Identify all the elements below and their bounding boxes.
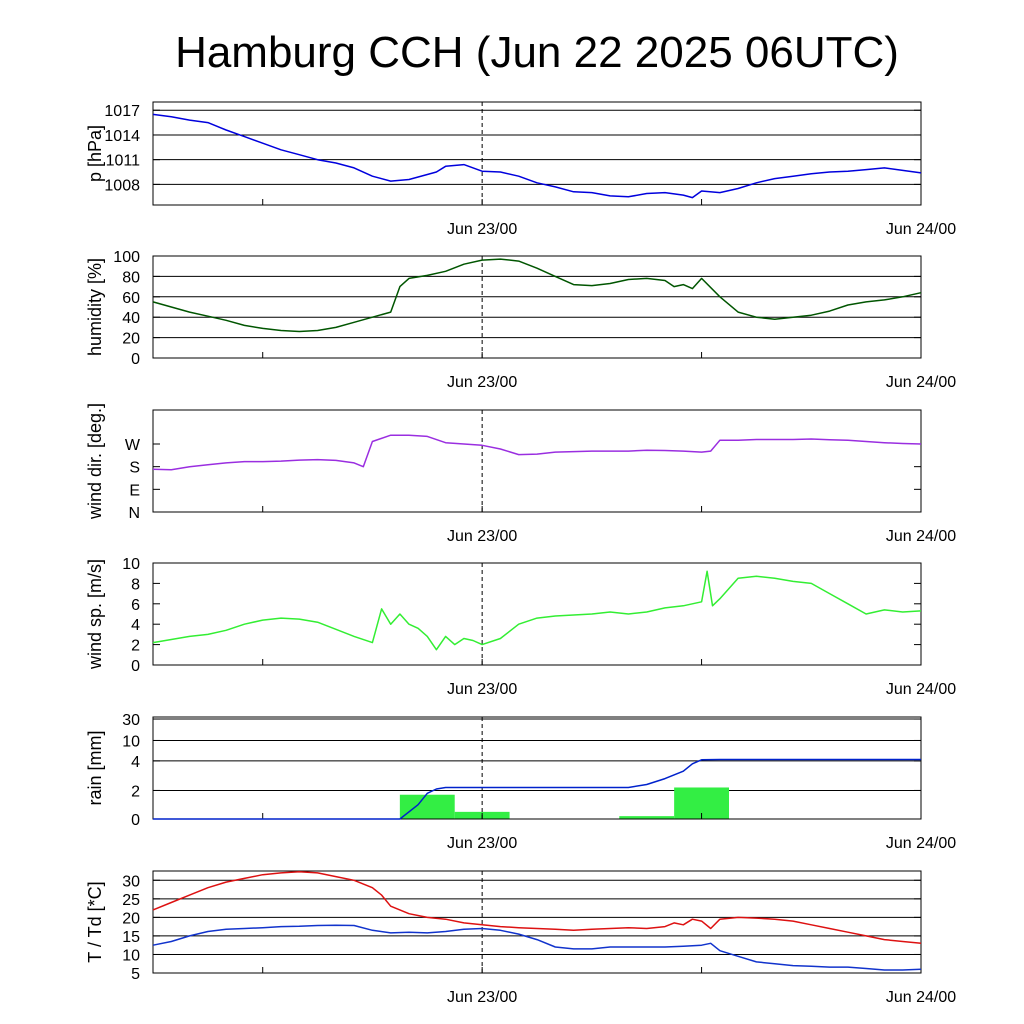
x-tick-label: Jun 24/00 xyxy=(886,681,956,698)
panel-humidity: 0 20 40 60 80 100 humidity [%] Jun 23/00 Jun 24/… xyxy=(85,249,956,391)
y-axis-label: humidity [%] xyxy=(85,258,105,356)
y-tick-label: 60 xyxy=(122,290,140,307)
series-line-temperature xyxy=(152,870,922,945)
panel-pressure: 1008 1011 1014 1017 p [hPa] Jun 23/00 Jun 24/0… xyxy=(85,101,956,238)
series-line-humidity xyxy=(152,258,922,333)
x-tick-label: Jun 23/00 xyxy=(447,528,517,545)
y-tick-label: 1011 xyxy=(106,153,141,170)
y-tick-label: 0 xyxy=(131,658,140,675)
plot-frame xyxy=(152,101,922,206)
y-tick-label: 30 xyxy=(122,712,140,729)
plot-frame xyxy=(152,870,922,974)
rain-bar xyxy=(399,794,455,819)
y-axis-label: p [hPa] xyxy=(85,125,105,182)
y-tick-label: 0 xyxy=(131,351,140,368)
y-axis-label: wind dir. [deg.] xyxy=(85,403,105,520)
panel-wind_speed: 0 2 4 6 8 10 wind sp. [m/s] Jun 23/00 Jun 24/00 xyxy=(85,556,956,698)
y-tick-label: 2 xyxy=(131,783,140,800)
y-tick-label: 20 xyxy=(122,910,140,927)
y-tick-label: 30 xyxy=(122,873,140,890)
y-tick-label: 1008 xyxy=(104,177,140,194)
x-tick-label: Jun 23/00 xyxy=(447,835,517,852)
x-tick-label: Jun 23/00 xyxy=(447,681,517,698)
y-tick-label: 4 xyxy=(131,754,140,771)
series-line-dewpoint xyxy=(152,924,922,971)
x-tick-label: Jun 24/00 xyxy=(886,835,956,852)
y-axis-label: rain [mm] xyxy=(85,730,105,805)
y-tick-label: 2 xyxy=(131,638,140,655)
y-tick-label: 1017 xyxy=(104,103,140,120)
y-tick-label: 0 xyxy=(131,812,140,829)
series-line-pressure xyxy=(152,113,922,199)
y-tick-label: 6 xyxy=(131,597,140,614)
y-tick-label: 100 xyxy=(113,249,140,266)
y-tick-label: 10 xyxy=(122,733,140,750)
series-line-rain_total xyxy=(153,758,921,820)
y-tick-label: 40 xyxy=(122,310,140,327)
x-tick-label: Jun 23/00 xyxy=(447,989,517,1006)
y-tick-label: 25 xyxy=(122,892,140,909)
y-axis-label: wind sp. [m/s] xyxy=(85,559,105,670)
chart-title: Hamburg CCH (Jun 22 2025 06UTC) xyxy=(175,28,899,77)
y-axis-label: T / Td [*C] xyxy=(85,881,105,962)
x-tick-label: Jun 23/00 xyxy=(447,221,517,238)
plot-frame xyxy=(152,255,922,359)
plot-frame xyxy=(152,562,922,666)
y-tick-label: 80 xyxy=(122,269,140,286)
y-tick-label: W xyxy=(125,437,141,454)
y-tick-label: 15 xyxy=(122,929,140,946)
plot-frame xyxy=(152,409,922,513)
y-tick-label: S xyxy=(129,460,140,477)
x-tick-label: Jun 24/00 xyxy=(886,221,956,238)
plot-frame xyxy=(152,716,922,820)
y-tick-label: 8 xyxy=(131,576,140,593)
y-tick-label: 4 xyxy=(131,617,140,634)
y-tick-label: 20 xyxy=(122,331,140,348)
y-tick-label: 10 xyxy=(122,556,140,573)
x-tick-label: Jun 24/00 xyxy=(886,374,956,391)
x-tick-label: Jun 23/00 xyxy=(447,374,517,391)
panel-rain: 0 2 4 10 30 rain [mm] Jun 23/00 Jun 24/00 xyxy=(85,712,956,852)
x-tick-label: Jun 24/00 xyxy=(886,989,956,1006)
y-tick-label: 1014 xyxy=(104,128,140,145)
x-tick-label: Jun 24/00 xyxy=(886,528,956,545)
y-tick-label: 10 xyxy=(122,947,140,964)
series-line-wind_speed xyxy=(152,570,922,651)
y-tick-label: 5 xyxy=(131,966,140,983)
rain-bar xyxy=(619,816,675,819)
y-tick-label: N xyxy=(128,505,140,522)
series-line-wind_dir xyxy=(152,434,922,471)
y-tick-label: E xyxy=(129,482,140,499)
